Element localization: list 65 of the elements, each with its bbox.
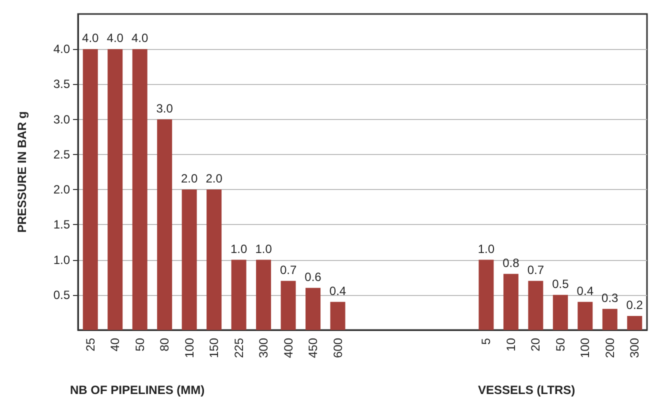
bar xyxy=(503,274,518,330)
data-label: 0.5 xyxy=(552,276,570,291)
bar xyxy=(552,294,568,330)
data-label: 3.0 xyxy=(156,101,174,116)
data-label: 4.0 xyxy=(82,31,100,46)
data-label: 0.4 xyxy=(329,284,346,298)
data-label: 0.3 xyxy=(602,290,619,305)
bar xyxy=(132,49,148,330)
bar xyxy=(182,190,197,330)
data-label: 0.2 xyxy=(626,298,644,312)
text: VESSELS (LTRS) xyxy=(478,383,576,397)
bar xyxy=(157,119,172,330)
bar xyxy=(478,260,494,330)
x-tick-label: 25 xyxy=(83,338,98,352)
bar xyxy=(330,302,346,330)
data-label: 0.8 xyxy=(502,256,520,270)
data-label: 4.0 xyxy=(106,31,124,46)
data-label: 0.4 xyxy=(576,284,594,298)
x-tick-label: 600 xyxy=(330,338,345,358)
bar xyxy=(306,288,321,330)
x-axis-title: NB OF PIPELINES (MM) xyxy=(70,383,205,397)
data-label: 2.0 xyxy=(206,172,223,186)
bar xyxy=(528,280,544,330)
x-tick-label: 80 xyxy=(158,338,172,352)
x-tick-label: 300 xyxy=(628,338,642,358)
bar xyxy=(627,316,642,330)
y-tick-label: 3.0 xyxy=(53,112,70,126)
x-tick-label: 450 xyxy=(306,338,320,358)
x-tick-label: 50 xyxy=(553,338,568,352)
data-label: 0.7 xyxy=(280,262,297,277)
x-tick-label: 150 xyxy=(207,338,222,358)
x-tick-label: 40 xyxy=(108,338,122,352)
x-tick-label: 225 xyxy=(232,338,246,358)
bar xyxy=(82,49,98,330)
data-label: 0.7 xyxy=(527,262,544,277)
y-tick-label: 2.0 xyxy=(53,182,70,197)
x-tick-label: 5 xyxy=(479,338,494,345)
data-label: 0.6 xyxy=(304,270,322,284)
x-tick-label: 100 xyxy=(578,338,592,358)
bar xyxy=(206,190,222,330)
y-tick-label: 4.0 xyxy=(53,42,70,56)
x-tick-label: 100 xyxy=(182,338,196,358)
bar xyxy=(256,260,272,330)
data-label: 1.0 xyxy=(230,242,248,256)
y-tick-label: 1.5 xyxy=(53,218,70,232)
y-tick-label: 3.5 xyxy=(53,77,70,92)
bar xyxy=(108,49,123,330)
bar xyxy=(602,308,618,330)
bar xyxy=(231,260,246,330)
y-tick-label: 0.5 xyxy=(53,288,70,302)
x-tick-label: 10 xyxy=(504,338,518,352)
bar xyxy=(578,302,593,330)
data-label: 1.0 xyxy=(478,242,495,256)
y-tick-label: 2.5 xyxy=(53,147,70,162)
data-label: 1.0 xyxy=(255,242,272,256)
y-axis-title: PRESSURE IN BAR g xyxy=(15,111,29,233)
data-label: 4.0 xyxy=(132,31,149,46)
x-tick-label: 400 xyxy=(281,338,296,358)
x-tick-label: 300 xyxy=(256,338,271,358)
y-tick-label: 1.0 xyxy=(53,252,70,267)
x-tick-label: 50 xyxy=(132,338,147,352)
x-tick-label: 20 xyxy=(528,338,543,352)
bar xyxy=(280,280,296,330)
x-tick-label: 200 xyxy=(602,338,617,358)
data-label: 2.0 xyxy=(180,172,198,186)
